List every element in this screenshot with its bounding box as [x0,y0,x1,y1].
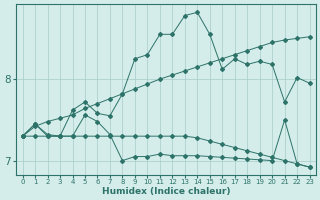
X-axis label: Humidex (Indice chaleur): Humidex (Indice chaleur) [102,187,230,196]
